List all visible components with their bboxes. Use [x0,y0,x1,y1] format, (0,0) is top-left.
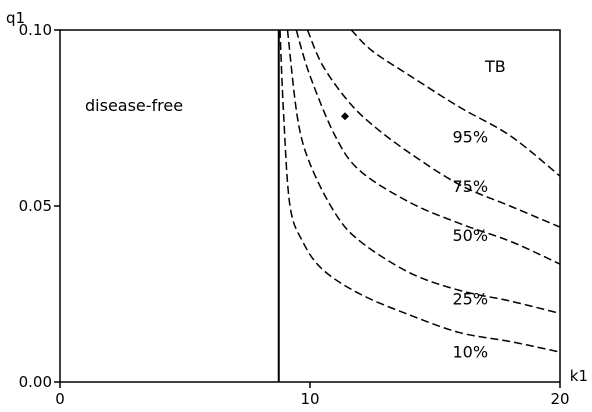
chart-labels: 95% 75% 50% 25% 10% disease-free TB [85,57,506,361]
y-axis-title: q1 [6,9,25,27]
curve-label-75-percent: 75% [453,177,489,196]
curve-75-percent [306,30,560,228]
region-label-tb: TB [484,57,506,76]
axis-ticks: 0 10 20 0.00 0.05 0.10 [19,21,570,408]
curve-10-percent [279,30,560,353]
x-tick-label: 10 [300,390,319,408]
region-label-disease-free: disease-free [85,96,183,115]
curve-label-50-percent: 50% [453,226,489,245]
curve-label-95-percent: 95% [453,128,489,147]
x-tick-label: 0 [55,390,65,408]
marker-point [341,112,349,121]
y-tick-label: 0.00 [19,373,52,391]
curve-95-percent [350,30,560,177]
y-tick-label: 0.10 [19,21,52,39]
curve-label-10-percent: 10% [453,342,489,361]
plot-frame [59,29,561,383]
x-axis-title: k1 [570,367,588,385]
y-tick-label: 0.05 [19,197,52,215]
x-tick-label: 20 [550,390,569,408]
curves-layer [277,30,560,382]
curve-label-25-percent: 25% [453,290,489,309]
curve-50-percent [295,30,560,265]
curve-25-percent [286,30,560,315]
